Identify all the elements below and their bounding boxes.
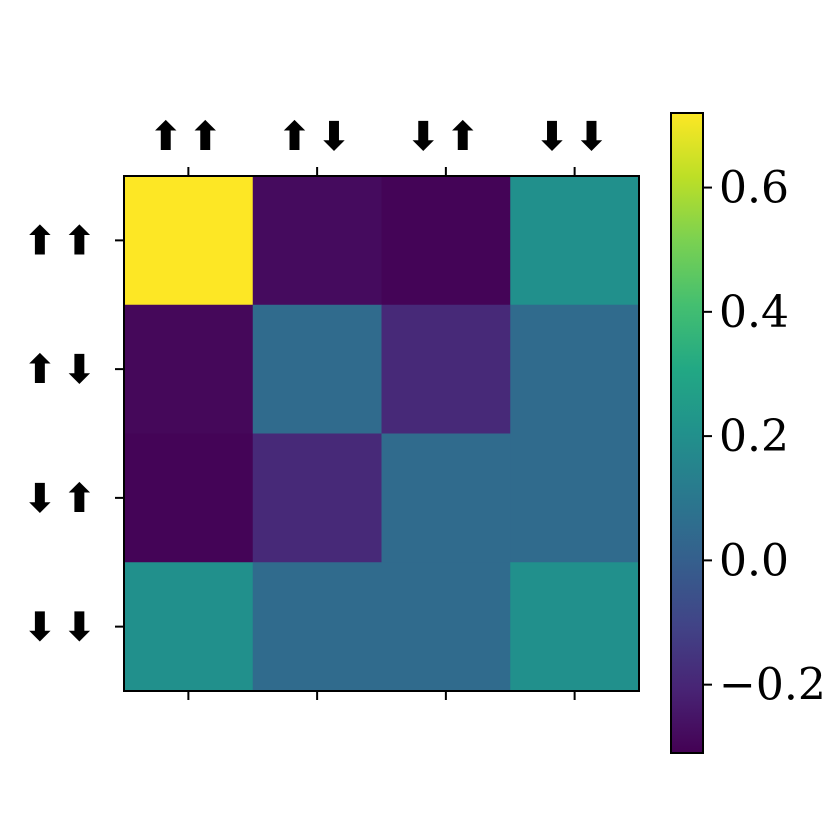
colorbar-gradient bbox=[670, 112, 704, 754]
heatmap-cells bbox=[124, 176, 640, 692]
y-tick-label: ⬇⬆ bbox=[23, 476, 102, 522]
heatmap-cell-r2-c3 bbox=[510, 433, 640, 563]
y-tick-label: ⬆⬆ bbox=[23, 218, 102, 264]
y-axis: ⬆⬆ ⬆⬇ ⬇⬆ ⬇⬇ bbox=[23, 218, 124, 651]
heatmap-cell-r3-c2 bbox=[381, 562, 511, 692]
heatmap-cell-r0-c1 bbox=[252, 176, 382, 306]
x-tick-label: ⬇⬇ bbox=[535, 114, 614, 160]
colorbar-tick-label: 0.0 bbox=[719, 535, 789, 586]
heatmap-cell-r3-c1 bbox=[252, 562, 382, 692]
x-tick-label: ⬇⬆ bbox=[406, 114, 485, 160]
heatmap-cell-r1-c3 bbox=[510, 304, 640, 434]
colorbar-tick-label: 0.6 bbox=[719, 163, 789, 214]
heatmap-cell-r0-c2 bbox=[381, 176, 511, 306]
heatmap-cell-r3-c0 bbox=[124, 562, 254, 692]
colorbar bbox=[670, 112, 704, 754]
plot-frame bbox=[123, 175, 640, 692]
heatmap-cell-r2-c2 bbox=[381, 433, 511, 563]
heatmap-cell-r1-c0 bbox=[124, 304, 254, 434]
colorbar-tick-label: −0.2 bbox=[719, 660, 826, 711]
colorbar-tick-label: 0.4 bbox=[719, 287, 789, 338]
heatmap-cell-r3-c3 bbox=[510, 562, 640, 692]
colorbar-ticks: −0.2 0.0 0.2 0.4 0.6 bbox=[703, 163, 826, 711]
x-axis-top: ⬆⬆ ⬆⬇ ⬇⬆ ⬇⬇ bbox=[149, 114, 614, 176]
heatmap-cell-r0-c0 bbox=[124, 176, 254, 306]
colorbar-tick-label: 0.2 bbox=[719, 411, 789, 462]
heatmap-cell-r1-c2 bbox=[381, 304, 511, 434]
y-tick-label: ⬇⬇ bbox=[23, 605, 102, 651]
heatmap-cell-r2-c0 bbox=[124, 433, 254, 563]
x-tick-label: ⬆⬆ bbox=[149, 114, 228, 160]
heatmap-cell-r1-c1 bbox=[252, 304, 382, 434]
x-tick-label: ⬆⬇ bbox=[278, 114, 357, 160]
heatmap-cell-r0-c3 bbox=[510, 176, 640, 306]
x-axis-bottom-ticks bbox=[187, 691, 576, 700]
y-tick-label: ⬆⬇ bbox=[23, 347, 102, 393]
heatmap-cell-r2-c1 bbox=[252, 433, 382, 563]
